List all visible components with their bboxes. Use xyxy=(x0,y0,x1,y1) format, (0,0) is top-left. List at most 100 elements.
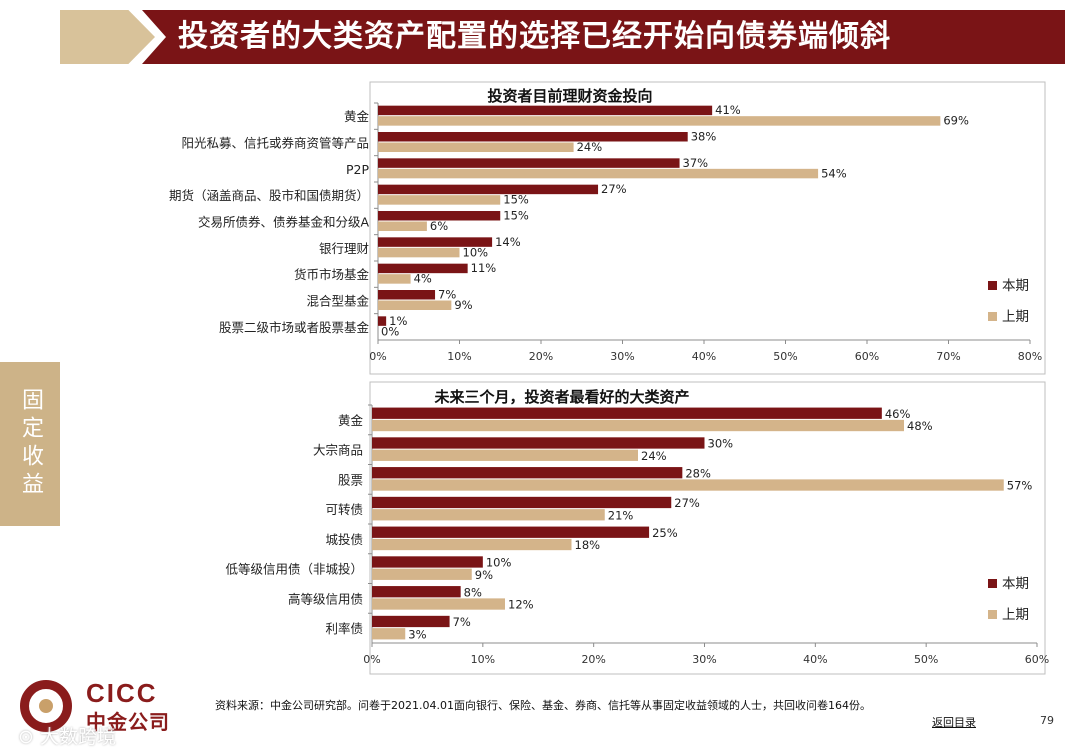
chart-frame xyxy=(369,381,1046,675)
section-tab: 固定收益 xyxy=(0,362,60,526)
bar-previous xyxy=(372,628,406,640)
bar-current xyxy=(372,615,450,628)
data-label-current: 7% xyxy=(438,288,456,302)
x-tick-label: 50% xyxy=(914,653,938,666)
bar-current xyxy=(372,467,683,479)
category-label: 交易所债券、债券基金和分级A xyxy=(198,215,370,230)
x-tick-label: 60% xyxy=(855,350,879,363)
data-label-previous: 57% xyxy=(1007,479,1033,493)
data-label-current: 7% xyxy=(453,615,471,629)
legend-swatch-previous xyxy=(988,610,997,619)
data-label-previous: 9% xyxy=(454,298,472,312)
category-label: 货币市场基金 xyxy=(294,267,370,282)
x-tick-label: 60% xyxy=(1025,653,1049,666)
x-tick-label: 70% xyxy=(936,350,960,363)
bar-current xyxy=(378,237,493,247)
bar-previous xyxy=(372,568,472,580)
x-tick-label: 10% xyxy=(471,653,495,666)
category-label: 黄金 xyxy=(344,109,370,124)
bar-previous xyxy=(372,449,638,461)
bar-current xyxy=(378,105,713,116)
data-label-current: 28% xyxy=(685,466,711,480)
logo-english: CICC xyxy=(86,678,158,708)
logo-chinese: 中金公司 xyxy=(86,710,170,734)
bar-current xyxy=(372,407,882,419)
data-label-current: 38% xyxy=(691,130,717,144)
bar-previous xyxy=(372,479,1004,491)
bar-current xyxy=(372,556,483,568)
data-label-current: 15% xyxy=(503,209,529,223)
title-banner: 投资者的大类资产配置的选择已经开始向债券端倾斜 xyxy=(60,10,1065,64)
category-label: 高等级信用债 xyxy=(288,591,363,606)
category-label: 股票二级市场或者股票基金 xyxy=(219,320,370,335)
x-tick-label: 0% xyxy=(369,350,386,363)
data-label-current: 27% xyxy=(601,182,627,196)
bar-previous xyxy=(378,274,411,284)
bar-current xyxy=(378,158,680,168)
category-label: 利率债 xyxy=(325,621,363,636)
bar-previous xyxy=(372,538,572,551)
page-number: 79 xyxy=(1040,714,1054,727)
bar-current xyxy=(372,526,650,538)
bar-current xyxy=(372,496,672,509)
data-label-current: 30% xyxy=(708,437,734,451)
x-tick-label: 40% xyxy=(803,653,827,666)
data-label-previous: 48% xyxy=(907,419,933,433)
banner-background xyxy=(142,10,1065,64)
bar-previous xyxy=(378,221,427,231)
chart-title: 未来三个月，投资者最看好的大类资产 xyxy=(433,388,689,406)
bar-current xyxy=(372,586,461,598)
x-tick-label: 80% xyxy=(1018,350,1042,363)
data-label-previous: 12% xyxy=(508,598,534,612)
chart-title: 投资者目前理财资金投向 xyxy=(487,87,652,105)
data-label-previous: 69% xyxy=(943,114,969,128)
legend-label-current: 本期 xyxy=(1002,278,1029,294)
bar-current xyxy=(378,184,599,195)
x-tick-label: 10% xyxy=(447,350,471,363)
bar-previous xyxy=(378,116,941,126)
data-label-current: 1% xyxy=(389,314,407,328)
data-label-current: 8% xyxy=(464,585,482,599)
x-tick-label: 20% xyxy=(581,653,605,666)
data-label-previous: 18% xyxy=(575,538,601,552)
data-label-current: 37% xyxy=(683,156,709,170)
data-label-current: 46% xyxy=(885,407,911,421)
back-to-contents-link[interactable]: 返回目录 xyxy=(932,716,976,729)
legend-label-previous: 上期 xyxy=(1002,607,1029,623)
bar-current xyxy=(378,316,387,326)
bar-previous xyxy=(372,509,605,521)
category-label: 期货（涵盖商品、股市和国债期货） xyxy=(169,188,369,203)
x-tick-label: 0% xyxy=(363,653,380,666)
data-label-previous: 15% xyxy=(503,193,529,207)
data-label-previous: 4% xyxy=(414,272,432,286)
category-label: 银行理财 xyxy=(319,241,369,256)
x-tick-label: 20% xyxy=(529,350,553,363)
data-label-current: 25% xyxy=(652,526,678,540)
cicc-logo: CICC 中金公司 xyxy=(20,678,210,738)
data-label-previous: 24% xyxy=(577,140,603,154)
cicc-logo-icon xyxy=(20,680,72,732)
legend-label-current: 本期 xyxy=(1002,576,1029,592)
data-label-current: 10% xyxy=(486,556,512,570)
legend-swatch-previous xyxy=(988,312,997,321)
category-label: 股票 xyxy=(338,472,363,487)
bar-previous xyxy=(378,300,452,310)
bar-current xyxy=(378,132,688,142)
category-label: 阳光私募、信托或券商资管等产品 xyxy=(181,136,369,151)
bar-previous xyxy=(378,142,574,152)
data-label-previous: 6% xyxy=(430,219,448,233)
section-tab-label: 固定收益 xyxy=(18,388,43,500)
chart-frame xyxy=(369,81,1046,375)
category-label: P2P xyxy=(346,162,369,177)
page-title: 投资者的大类资产配置的选择已经开始向债券端倾斜 xyxy=(178,19,891,54)
legend-swatch-current xyxy=(988,579,997,588)
legend-label-previous: 上期 xyxy=(1002,309,1029,325)
chart-future-preference: 未来三个月，投资者最看好的大类资产 0% 10% 20% 30% 40% 50% 60% 黄金 4… xyxy=(225,381,1049,675)
bar-current xyxy=(378,263,468,274)
bar-previous xyxy=(372,419,904,432)
category-label: 混合型基金 xyxy=(306,294,369,309)
data-label-current: 27% xyxy=(674,496,700,510)
data-label-current: 14% xyxy=(495,235,521,249)
bar-current xyxy=(378,290,436,300)
category-label: 低等级信用债（非城投） xyxy=(225,562,363,577)
